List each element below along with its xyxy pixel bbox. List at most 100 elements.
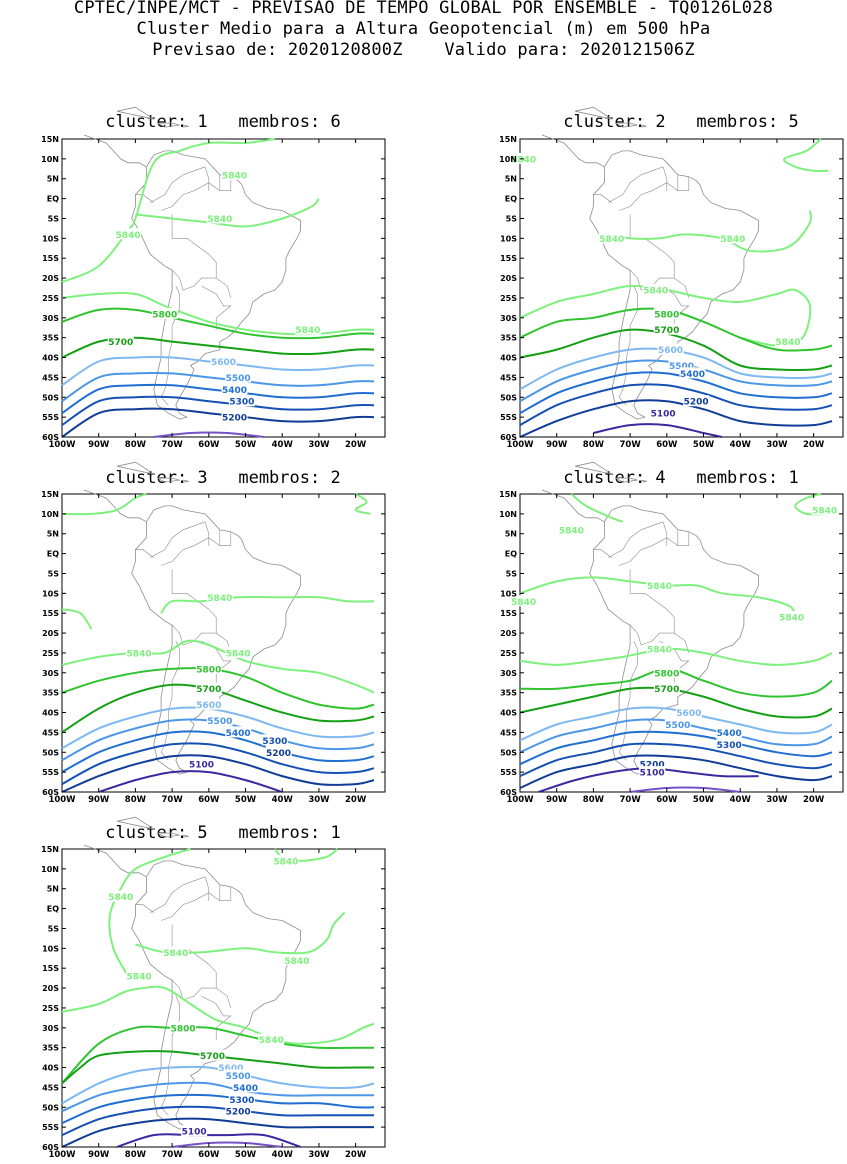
contour-label: 5500 xyxy=(226,374,251,384)
contour-label-bg xyxy=(639,766,666,778)
lon-tick-label: 50W xyxy=(235,440,257,450)
contour-5800 xyxy=(519,667,833,698)
contour-label-bg xyxy=(107,335,134,347)
contour-5840 xyxy=(61,985,375,1045)
lat-tick-label: 15N xyxy=(499,490,517,499)
contour-label-bg xyxy=(716,726,743,738)
lat-tick-label: 25S xyxy=(42,649,59,658)
contour-label-bg xyxy=(195,662,222,674)
map-panel-1: 5840 5840 5840 5800 5840 5700 5600 5500 5400 5300… xyxy=(41,106,386,450)
lat-tick-label: 15N xyxy=(41,490,59,499)
contour-label: 5800 xyxy=(152,310,177,320)
lon-tick-label: 100W xyxy=(48,1150,76,1160)
lat-tick-label: 15S xyxy=(42,254,59,263)
header-line-1: CPTEC/INPE/MCT - PREVISAO DE TEMPO GLOBA… xyxy=(73,0,774,18)
panel-4-title: cluster: 4 membros: 1 xyxy=(563,468,799,488)
lon-tick-label: 20W xyxy=(345,440,367,450)
lon-tick-label: 90W xyxy=(546,795,568,805)
contour-5200 xyxy=(61,1117,374,1148)
lon-tick-label: 40W xyxy=(272,440,294,450)
map-panel-5: 5840 5840 5840 5840 5840 5800 5840 5700 56005500… xyxy=(41,816,386,1160)
contour-label: 5840 xyxy=(127,973,152,983)
contour-label-bg xyxy=(206,714,233,726)
contour-5840 xyxy=(615,210,813,253)
lat-tick-label: 40S xyxy=(500,709,517,718)
contour-5840 xyxy=(160,595,375,614)
contour-5700 xyxy=(519,328,833,371)
contour-label-bg xyxy=(811,503,838,515)
lat-tick-label: 20S xyxy=(42,274,59,283)
lat-tick-label: 50S xyxy=(42,748,59,757)
contour-label: 5200 xyxy=(222,414,247,424)
contour-5840 xyxy=(274,848,338,862)
contour-label-bg xyxy=(210,355,237,367)
contour-label: 5100 xyxy=(640,769,665,779)
contour-label-bg xyxy=(639,758,666,770)
contour-label-bg xyxy=(151,307,178,319)
lon-tick-label: 50W xyxy=(235,795,257,805)
lat-tick-label: 10S xyxy=(500,234,517,243)
lon-tick-label: 100W xyxy=(48,440,76,450)
lat-tick-label: 20S xyxy=(42,984,59,993)
contour-label: 5100 xyxy=(182,1128,207,1138)
contour-5800 xyxy=(61,1025,374,1085)
contour-5840 xyxy=(61,639,375,694)
contour-label-bg xyxy=(162,946,189,958)
lat-tick-label: 30S xyxy=(42,314,59,323)
lon-tick-label: 60W xyxy=(198,1150,220,1160)
contour-label-bg xyxy=(272,854,299,866)
contour-label: 5840 xyxy=(108,893,133,903)
lon-tick-label: 70W xyxy=(620,795,642,805)
contour-label: 5700 xyxy=(654,685,679,695)
contour-label: 5700 xyxy=(654,326,679,336)
lat-tick-label: 45S xyxy=(42,373,59,382)
lat-tick-label: 60S xyxy=(500,788,517,797)
lat-tick-label: 55S xyxy=(500,768,517,777)
lon-tick-label: 40W xyxy=(730,440,752,450)
contour-label-bg xyxy=(126,646,153,658)
contour-label-bg xyxy=(642,283,669,295)
lat-tick-label: 50S xyxy=(500,748,517,757)
lat-tick-label: 25S xyxy=(500,649,517,658)
contour-label-bg xyxy=(181,1125,208,1137)
contour-label: 5600 xyxy=(658,346,683,356)
contour-5100 xyxy=(593,423,723,438)
lat-tick-label: 30S xyxy=(42,1024,59,1033)
contour-label: 5840 xyxy=(643,286,668,296)
lon-tick-label: 20W xyxy=(803,440,825,450)
contour-5100 xyxy=(116,1133,301,1148)
lon-tick-label: 30W xyxy=(766,440,788,450)
lat-tick-label: 45S xyxy=(42,728,59,737)
contour-label: 5840 xyxy=(295,326,320,336)
lon-tick-label: 20W xyxy=(345,1150,367,1160)
lat-tick-label: 5N xyxy=(47,175,59,184)
lat-tick-label: 10N xyxy=(499,510,517,519)
contour-label: 5200 xyxy=(226,1108,251,1118)
lon-tick-label: 20W xyxy=(803,795,825,805)
contour-label-bg xyxy=(195,682,222,694)
contour-5800 xyxy=(519,307,833,352)
lat-tick-label: 5N xyxy=(505,530,517,539)
contour-label-bg xyxy=(228,1093,255,1105)
lat-tick-label: 60S xyxy=(500,433,517,442)
panel-2-title: cluster: 2 membros: 5 xyxy=(563,112,799,132)
contour-5840 xyxy=(354,493,371,515)
contour-label-bg xyxy=(225,646,252,658)
contour-label-bg xyxy=(774,335,801,347)
contour-5840 xyxy=(519,284,812,347)
contour-5300 xyxy=(61,395,375,426)
lat-tick-label: 40S xyxy=(42,354,59,363)
lat-tick-label: 55S xyxy=(500,413,517,422)
contour-label-bg xyxy=(683,395,710,407)
lat-tick-label: 30S xyxy=(500,314,517,323)
contour-label-bg xyxy=(646,579,673,591)
contour-label-bg xyxy=(265,746,292,758)
lon-tick-label: 50W xyxy=(693,795,715,805)
contour-label-bg xyxy=(199,1049,226,1061)
contour-label: 5840 xyxy=(720,235,745,245)
lat-tick-label: 15N xyxy=(41,135,59,144)
contour-label-bg xyxy=(716,738,743,750)
contour-label-bg xyxy=(221,383,248,395)
contour-label: 5800 xyxy=(196,665,221,675)
plot-frame xyxy=(61,493,386,793)
